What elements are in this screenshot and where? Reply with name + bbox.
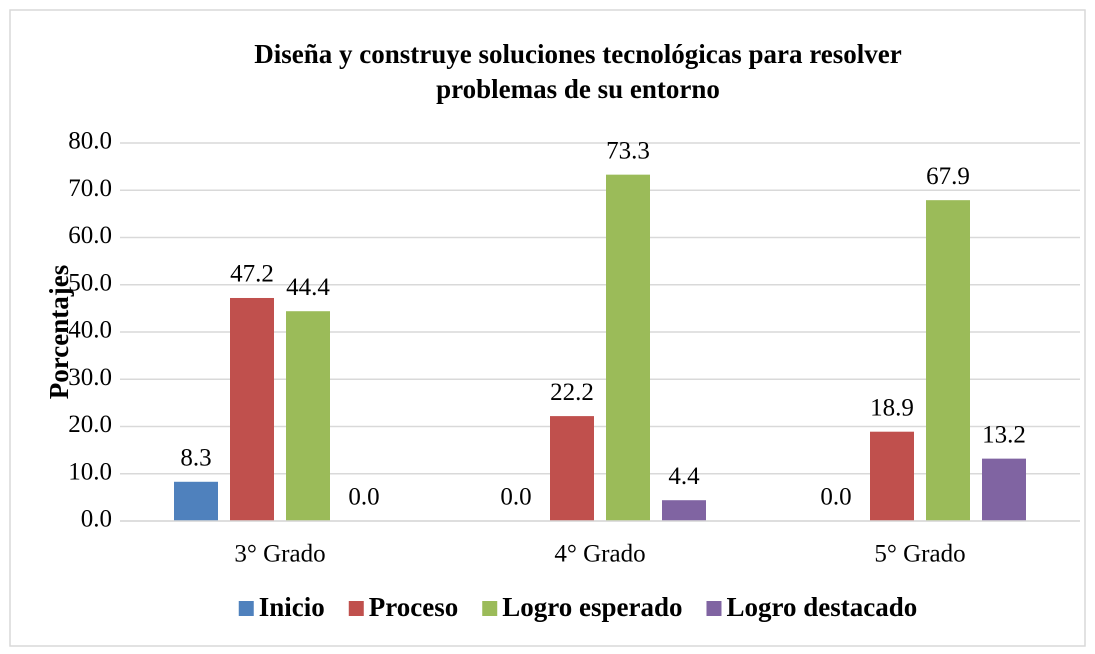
y-tick-label: 70.0 bbox=[68, 175, 112, 202]
bar bbox=[286, 311, 330, 521]
value-label: 73.3 bbox=[606, 137, 650, 164]
value-label: 18.9 bbox=[870, 394, 914, 421]
bar bbox=[982, 458, 1026, 521]
legend-label: Proceso bbox=[369, 592, 458, 622]
bar bbox=[926, 200, 970, 522]
chart-title: Diseña y construye soluciones tecnológic… bbox=[254, 39, 901, 69]
value-label: 8.3 bbox=[180, 445, 211, 472]
x-tick-label: 4° Grado bbox=[554, 541, 645, 568]
legend-swatch bbox=[482, 601, 498, 616]
value-label: 67.9 bbox=[926, 163, 970, 190]
legend-swatch bbox=[348, 601, 364, 616]
legend-label: Inicio bbox=[259, 592, 325, 622]
x-tick-label: 3° Grado bbox=[234, 541, 325, 568]
value-label: 4.4 bbox=[668, 463, 700, 490]
y-tick-label: 50.0 bbox=[68, 269, 112, 296]
y-tick-label: 20.0 bbox=[68, 411, 112, 438]
x-tick-label: 5° Grado bbox=[874, 541, 965, 568]
chart-frame bbox=[9, 9, 1086, 647]
y-tick-label: 0.0 bbox=[81, 506, 112, 533]
bar bbox=[230, 297, 274, 521]
y-tick-label: 10.0 bbox=[68, 458, 112, 485]
value-label: 0.0 bbox=[348, 484, 379, 511]
legend-label: Logro esperado bbox=[502, 592, 682, 622]
legend-swatch bbox=[238, 601, 254, 616]
y-tick-label: 60.0 bbox=[68, 222, 112, 249]
value-label: 0.0 bbox=[820, 484, 851, 511]
legend-swatch bbox=[706, 601, 722, 616]
bar bbox=[174, 481, 218, 521]
bar bbox=[662, 500, 706, 521]
y-tick-label: 30.0 bbox=[68, 364, 112, 391]
value-label: 13.2 bbox=[982, 421, 1026, 448]
y-tick-label: 40.0 bbox=[68, 317, 112, 344]
value-label: 47.2 bbox=[230, 261, 274, 288]
bar bbox=[550, 416, 594, 521]
chart-title: problemas de su entorno bbox=[436, 74, 720, 104]
value-label: 22.2 bbox=[550, 379, 594, 406]
value-label: 44.4 bbox=[286, 274, 330, 301]
y-axis-title: Porcentajes bbox=[44, 265, 74, 399]
legend-label: Logro destacado bbox=[726, 592, 917, 622]
y-tick-label: 80.0 bbox=[68, 128, 112, 155]
bar bbox=[870, 431, 914, 521]
value-label: 0.0 bbox=[500, 484, 531, 511]
bar bbox=[606, 174, 650, 521]
